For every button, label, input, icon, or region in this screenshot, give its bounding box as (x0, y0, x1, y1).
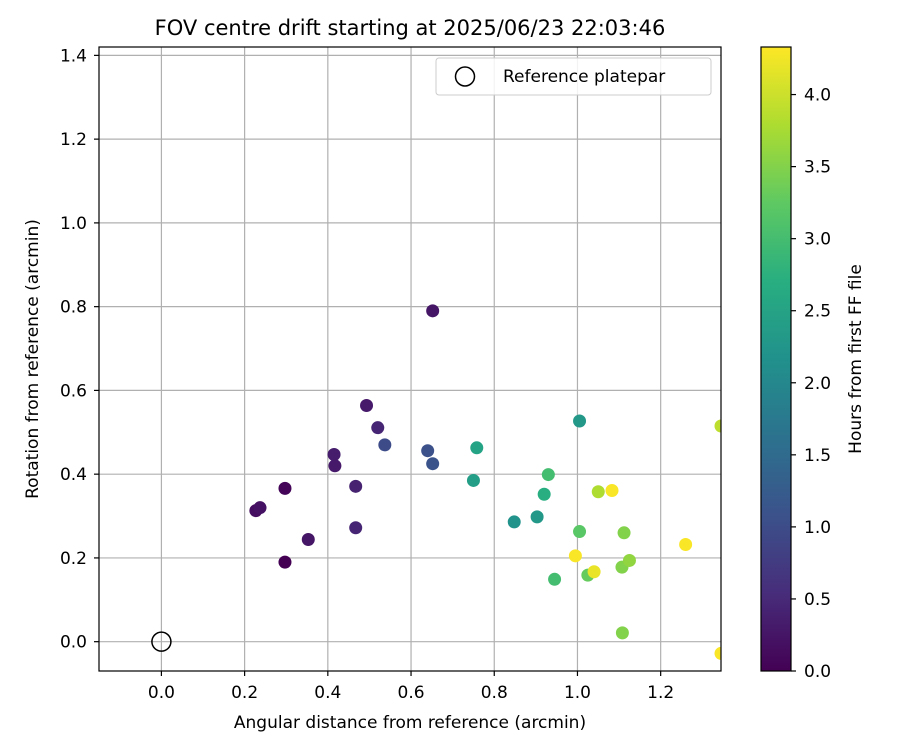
colorbar-label: Hours from first FF file (846, 264, 866, 454)
data-point (615, 626, 629, 640)
colorbar-tick-label: 2.5 (804, 302, 831, 322)
data-point (605, 484, 619, 498)
data-point (253, 501, 267, 515)
data-point (714, 646, 721, 660)
y-tick-marks (94, 54, 99, 643)
y-tick-label: 0.6 (60, 381, 87, 401)
colorbar-tick-label: 3.0 (804, 230, 831, 250)
plot-background (99, 47, 721, 671)
x-tick-label: 1.2 (647, 683, 674, 703)
colorbar-tick-label: 2.0 (804, 374, 831, 394)
data-point (507, 515, 521, 529)
data-point (470, 441, 484, 455)
data-point (568, 549, 582, 563)
data-point (537, 487, 551, 501)
data-point (278, 555, 292, 569)
data-point (301, 532, 315, 546)
data-point (548, 572, 562, 586)
legend-label: Reference platepar (503, 67, 665, 87)
colorbar-tick-label: 0.0 (804, 662, 831, 682)
x-tick-marks (160, 671, 662, 676)
colorbar-tick-label: 1.5 (804, 446, 831, 466)
y-tick-label: 0.2 (60, 549, 87, 569)
data-point (622, 553, 636, 567)
colorbar-tick-label: 4.0 (804, 86, 831, 106)
x-tick-label: 0.6 (398, 683, 425, 703)
y-tick-label: 1.4 (60, 46, 87, 66)
data-points (249, 304, 721, 660)
data-point (714, 419, 721, 433)
y-tick-label: 1.2 (60, 130, 87, 150)
data-point (327, 447, 341, 461)
data-point (591, 485, 605, 499)
data-point (349, 479, 363, 493)
x-tick-label: 0.4 (314, 683, 341, 703)
data-point (328, 459, 342, 473)
data-point (679, 538, 693, 552)
colorbar-tick-label: 0.5 (804, 590, 831, 610)
data-point (421, 444, 435, 458)
x-tick-label: 0.8 (481, 683, 508, 703)
y-tick-label: 1.0 (60, 214, 87, 234)
y-tick-label: 0.4 (60, 465, 87, 485)
colorbar-tick-marks (791, 93, 796, 672)
data-point (378, 438, 392, 452)
legend: Reference platepar (435, 57, 712, 96)
chart-title: FOV centre drift starting at 2025/06/23 … (155, 16, 666, 40)
plot-frame (98, 46, 722, 672)
data-point (541, 468, 555, 482)
data-point (617, 526, 631, 540)
x-axis-label: Angular distance from reference (arcmin) (234, 713, 586, 733)
grid-lines (99, 47, 721, 671)
data-point (466, 473, 480, 487)
y-axis-label: Rotation from reference (arcmin) (23, 219, 43, 499)
data-point (371, 421, 385, 435)
x-tick-label: 1.0 (564, 683, 591, 703)
x-tick-labels: 0.0 0.2 0.4 0.6 0.8 1.0 1.2 (148, 683, 674, 703)
x-tick-label: 0.2 (231, 683, 258, 703)
legend-marker-icon (454, 66, 476, 87)
data-point (349, 521, 363, 535)
data-point (278, 481, 292, 495)
data-point (360, 398, 374, 412)
data-point (530, 510, 544, 524)
colorbar-tick-label: 3.5 (804, 158, 831, 178)
data-point (426, 457, 440, 471)
data-point (426, 304, 440, 318)
y-tick-label: 0.8 (60, 298, 87, 318)
colorbar-tick-labels: 0.0 0.5 1.0 1.5 2.0 2.5 3.0 3.5 4.0 (804, 86, 831, 682)
data-point (573, 414, 587, 428)
reference-point-marker (151, 631, 172, 652)
y-tick-label: 0.0 (60, 633, 87, 653)
x-tick-label: 0.0 (148, 683, 175, 703)
y-tick-labels: 0.0 0.2 0.4 0.6 0.8 1.0 1.2 1.4 (60, 46, 87, 652)
data-point (587, 565, 601, 579)
colorbar-tick-label: 1.0 (804, 518, 831, 538)
legend-box (435, 57, 712, 96)
colorbar (760, 46, 792, 672)
data-point (573, 525, 587, 539)
